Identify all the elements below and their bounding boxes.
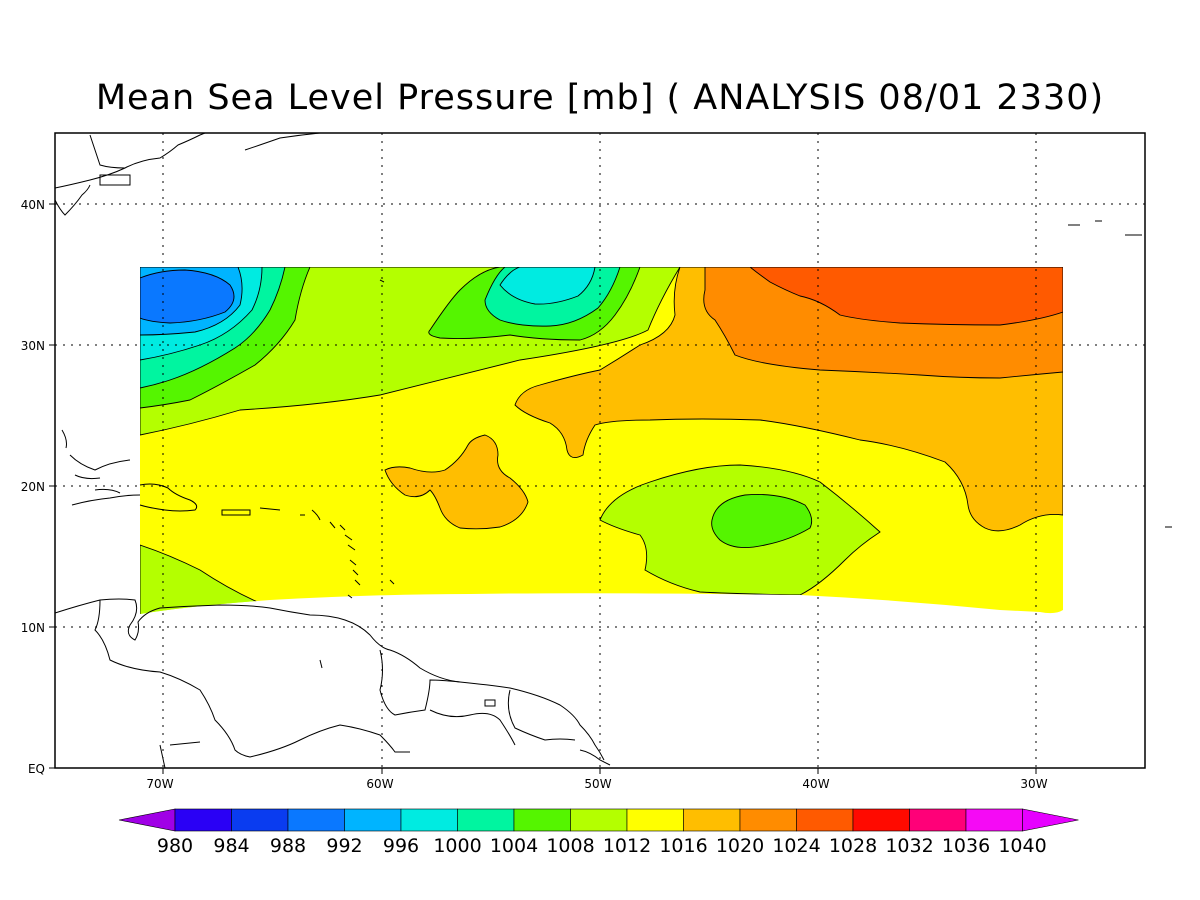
field-1008-sw <box>140 544 264 614</box>
colorbar-arrow-high <box>1022 808 1079 832</box>
contour-field <box>140 267 1063 614</box>
colorbar-swatch <box>287 808 345 832</box>
tick-marks <box>49 203 1037 774</box>
colorbar-level-label: 1028 <box>829 835 877 857</box>
colorbar-level-label: 1004 <box>490 835 538 857</box>
colorbar-labels: 980 984 988 992 996 1000 1004 1008 1012 1016 1020 1… <box>157 835 1047 857</box>
colorbar-level-label: 1008 <box>546 835 594 857</box>
lon-tick-label: 40W <box>802 777 829 791</box>
lat-tick-label: 10N <box>21 621 45 635</box>
colorbar-level-label: 996 <box>383 835 419 857</box>
map-title: Mean Sea Level Pressure [mb] ( ANALYSIS … <box>95 78 1105 118</box>
colorbar-level-label: 1040 <box>998 835 1046 857</box>
lat-tick-label: 40N <box>21 198 45 212</box>
colorbar-swatch <box>683 808 741 832</box>
colorbar-swatch <box>965 808 1023 832</box>
field-1024 <box>748 267 1063 326</box>
coastlines <box>54 132 1172 769</box>
colorbar-swatch <box>513 808 571 832</box>
colorbar-swatch <box>344 808 402 832</box>
field-1016-west <box>384 434 529 530</box>
colorbar <box>118 808 1079 832</box>
colorbar-swatch <box>796 808 854 832</box>
colorbar-level-label: 984 <box>213 835 249 857</box>
lat-tick-label: 20N <box>21 480 45 494</box>
lon-tick-label: 70W <box>146 777 173 791</box>
colorbar-level-label: 1012 <box>603 835 651 857</box>
colorbar-level-label: 1024 <box>772 835 820 857</box>
lon-tick-label: 30W <box>1020 777 1047 791</box>
colorbar-swatch <box>231 808 289 832</box>
lat-tick-label: EQ <box>28 762 45 776</box>
colorbar-level-label: 980 <box>157 835 193 857</box>
colorbar-swatch <box>400 808 458 832</box>
colorbar-level-label: 1032 <box>885 835 933 857</box>
lon-tick-label: 60W <box>366 777 393 791</box>
colorbar-swatch <box>909 808 967 832</box>
field-1004-east <box>711 494 813 549</box>
colorbar-level-label: 1036 <box>942 835 990 857</box>
colorbar-swatch <box>457 808 515 832</box>
colorbar-level-label: 1000 <box>433 835 481 857</box>
colorbar-swatch <box>174 808 232 832</box>
colorbar-level-label: 1020 <box>716 835 764 857</box>
colorbar-swatch <box>852 808 910 832</box>
colorbar-swatch <box>739 808 797 832</box>
lon-tick-labels: 70W 60W 50W 40W 30W <box>146 777 1047 791</box>
colorbar-level-label: 992 <box>326 835 362 857</box>
colorbar-level-label: 1016 <box>659 835 707 857</box>
colorbar-arrow-low <box>118 808 176 832</box>
colorbar-level-label: 988 <box>270 835 306 857</box>
field-996-center <box>499 267 596 305</box>
colorbar-swatch <box>626 808 684 832</box>
grid-lines <box>55 133 1145 768</box>
lon-tick-label: 50W <box>584 777 611 791</box>
colorbar-swatch <box>570 808 628 832</box>
lat-tick-labels: 40N 30N 20N 10N EQ <box>21 198 45 776</box>
lat-tick-label: 30N <box>21 339 45 353</box>
